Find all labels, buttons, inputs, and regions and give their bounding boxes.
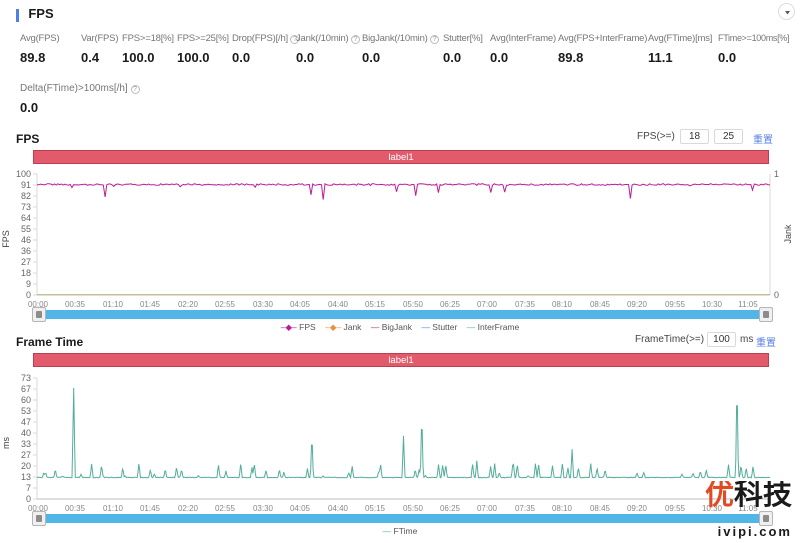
svg-text:05:50: 05:50 <box>403 504 424 513</box>
svg-text:13: 13 <box>21 472 31 482</box>
svg-text:10:30: 10:30 <box>702 300 723 309</box>
svg-text:08:45: 08:45 <box>590 300 611 309</box>
svg-text:0: 0 <box>26 290 31 299</box>
svg-text:100: 100 <box>16 169 31 179</box>
svg-text:ms: ms <box>1 437 11 449</box>
svg-text:18: 18 <box>21 268 31 278</box>
svg-text:07:35: 07:35 <box>515 504 536 513</box>
svg-text:07:35: 07:35 <box>515 300 536 309</box>
svg-text:82: 82 <box>21 191 31 201</box>
svg-text:27: 27 <box>21 257 31 267</box>
svg-text:09:20: 09:20 <box>627 504 648 513</box>
svg-text:27: 27 <box>21 450 31 460</box>
svg-text:04:05: 04:05 <box>290 300 311 309</box>
svg-text:FPS: FPS <box>1 230 11 248</box>
svg-text:06:25: 06:25 <box>440 504 461 513</box>
svg-text:05:15: 05:15 <box>365 300 386 309</box>
svg-text:09:55: 09:55 <box>665 300 686 309</box>
svg-text:07:00: 07:00 <box>477 504 498 513</box>
svg-text:67: 67 <box>21 384 31 394</box>
svg-text:46: 46 <box>21 235 31 245</box>
svg-text:05:15: 05:15 <box>365 504 386 513</box>
svg-text:09:20: 09:20 <box>627 300 648 309</box>
svg-text:02:20: 02:20 <box>178 300 199 309</box>
svg-text:73: 73 <box>21 373 31 383</box>
svg-text:02:55: 02:55 <box>215 300 236 309</box>
svg-text:03:30: 03:30 <box>253 504 274 513</box>
svg-text:53: 53 <box>21 406 31 416</box>
svg-text:06:25: 06:25 <box>440 300 461 309</box>
svg-text:04:40: 04:40 <box>328 504 349 513</box>
svg-text:9: 9 <box>26 279 31 289</box>
svg-text:Jank: Jank <box>783 224 793 244</box>
svg-text:1: 1 <box>774 169 779 179</box>
svg-text:08:45: 08:45 <box>590 504 611 513</box>
svg-text:08:10: 08:10 <box>552 300 573 309</box>
svg-text:07:00: 07:00 <box>477 300 498 309</box>
svg-text:01:45: 01:45 <box>140 300 161 309</box>
svg-text:01:10: 01:10 <box>103 300 124 309</box>
svg-text:05:50: 05:50 <box>403 300 424 309</box>
svg-text:73: 73 <box>21 202 31 212</box>
svg-text:33: 33 <box>21 439 31 449</box>
svg-text:91: 91 <box>21 180 31 190</box>
svg-text:02:20: 02:20 <box>178 504 199 513</box>
svg-text:00:35: 00:35 <box>65 504 86 513</box>
svg-text:55: 55 <box>21 224 31 234</box>
svg-text:01:45: 01:45 <box>140 504 161 513</box>
svg-text:11:05: 11:05 <box>738 300 758 309</box>
svg-text:7: 7 <box>26 483 31 493</box>
svg-text:01:10: 01:10 <box>103 504 124 513</box>
svg-text:47: 47 <box>21 417 31 427</box>
svg-text:20: 20 <box>21 461 31 471</box>
svg-text:60: 60 <box>21 395 31 405</box>
svg-text:0: 0 <box>774 290 779 299</box>
svg-text:64: 64 <box>21 213 31 223</box>
svg-text:04:40: 04:40 <box>328 300 349 309</box>
svg-text:02:55: 02:55 <box>215 504 236 513</box>
svg-text:40: 40 <box>21 428 31 438</box>
svg-text:0: 0 <box>26 494 31 503</box>
svg-text:00:35: 00:35 <box>65 300 86 309</box>
svg-text:03:30: 03:30 <box>253 300 274 309</box>
svg-text:04:05: 04:05 <box>290 504 311 513</box>
svg-text:36: 36 <box>21 246 31 256</box>
svg-text:08:10: 08:10 <box>552 504 573 513</box>
